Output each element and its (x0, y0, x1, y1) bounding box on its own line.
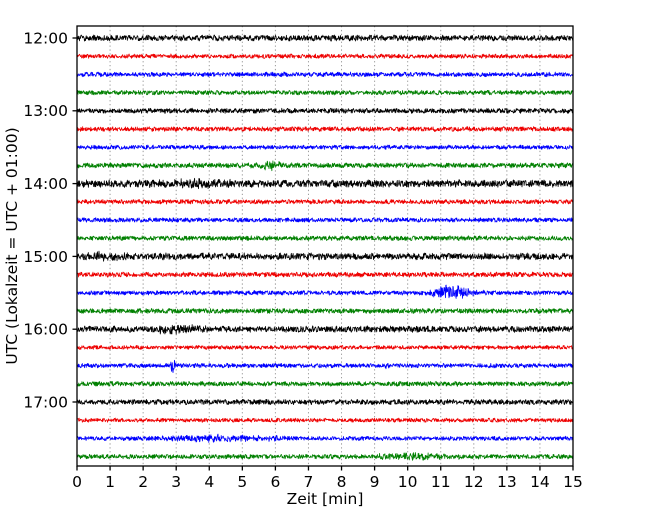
x-tick-label: 12 (464, 473, 484, 491)
trace-1300 (76, 107, 574, 114)
x-tick-label: 8 (337, 473, 347, 491)
y-tick-label: 16:00 (23, 321, 68, 339)
trace-1330 (76, 144, 574, 150)
trace-1630 (76, 359, 574, 374)
trace-1530 (76, 284, 574, 299)
trace-1730 (76, 433, 574, 443)
trace-1600 (76, 324, 574, 335)
x-tick-label: 4 (204, 473, 214, 491)
x-tick-label: 3 (171, 473, 181, 491)
x-tick-label: 13 (497, 473, 517, 491)
x-tick-labels: 0 1 2 3 4 5 6 7 8 9 10 11 12 13 14 15 (72, 473, 583, 491)
x-tick-label: 5 (237, 473, 247, 491)
trace-1430 (76, 217, 574, 223)
y-tick-label: 15:00 (23, 248, 68, 266)
trace-1545 (76, 308, 574, 314)
y-tick-label: 14:00 (23, 175, 68, 193)
x-tick-label: 7 (304, 473, 314, 491)
x-tick-label: 11 (431, 473, 451, 491)
trace-1615 (76, 344, 574, 350)
trace-1715 (76, 417, 574, 423)
trace-1215 (76, 53, 574, 59)
y-tick-label: 13:00 (23, 102, 68, 120)
trace-1200 (76, 34, 574, 42)
trace-1345 (76, 160, 574, 172)
trace-1315 (76, 126, 574, 132)
y-tick-marks (72, 37, 77, 403)
trace-1245 (76, 89, 574, 96)
seismogram-traces (76, 34, 574, 461)
x-tick-label: 2 (138, 473, 148, 491)
x-tick-label: 0 (72, 473, 82, 491)
trace-1415 (76, 199, 574, 205)
x-tick-label: 14 (530, 473, 550, 491)
trace-1700 (76, 398, 574, 406)
trace-1500 (76, 250, 574, 262)
axes-frame (76, 25, 574, 467)
y-tick-label: 12:00 (23, 29, 68, 47)
trace-1230 (76, 71, 574, 78)
x-tick-label: 10 (398, 473, 418, 491)
y-tick-label: 17:00 (23, 393, 68, 411)
trace-1400 (76, 177, 574, 190)
x-tick-label: 1 (105, 473, 115, 491)
trace-1515 (76, 271, 574, 278)
x-tick-label: 6 (270, 473, 280, 491)
trace-1645 (76, 380, 574, 387)
x-tick-label: 9 (370, 473, 380, 491)
y-tick-labels: 12:00 13:00 14:00 15:00 16:00 17:00 (23, 29, 68, 411)
trace-1445 (76, 235, 574, 242)
x-axis-title: Zeit [min] (287, 490, 364, 508)
y-axis-title: UTC (Lokalzeit = UTC + 01:00) (3, 127, 21, 364)
x-tick-marks (76, 466, 574, 471)
vertical-gridlines (109, 26, 541, 466)
trace-1745 (76, 452, 574, 461)
x-tick-label: 15 (563, 473, 583, 491)
